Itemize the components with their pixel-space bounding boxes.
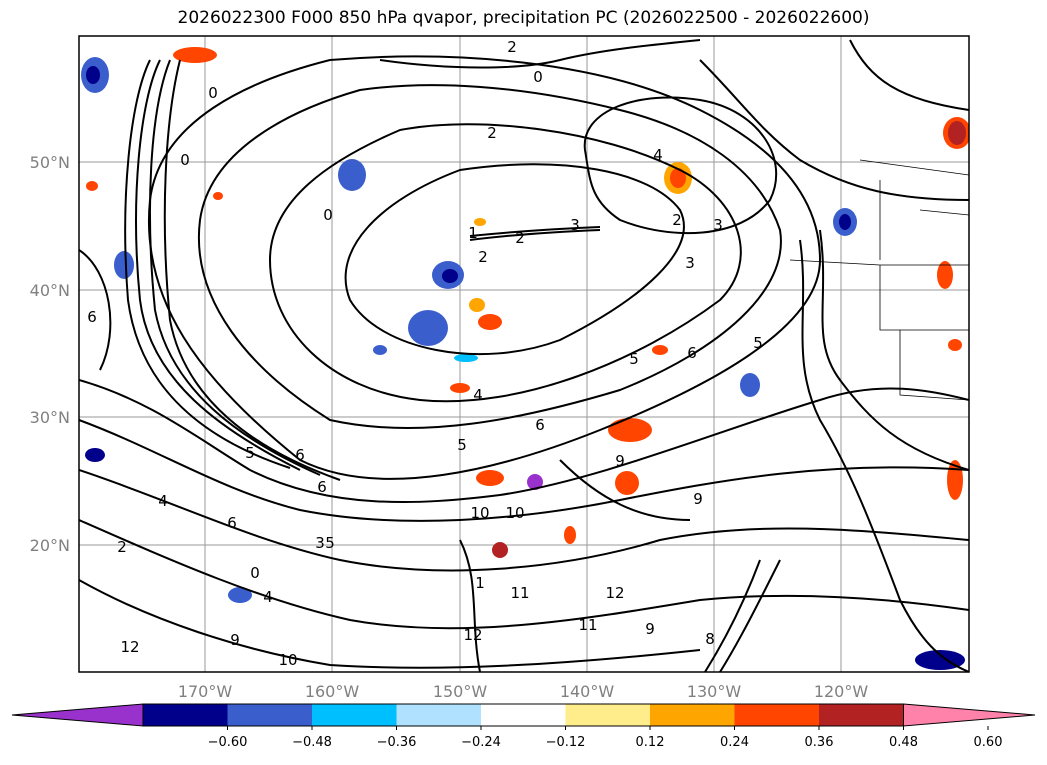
colorbar-segment — [396, 704, 481, 726]
colorbar-tick-label: −0.48 — [292, 735, 332, 750]
colorbar-extend-high — [903, 703, 1036, 727]
colorbar-segment — [734, 704, 819, 726]
contour-label: 2 — [478, 248, 488, 266]
map-content — [79, 36, 969, 672]
contour-label: 4 — [263, 588, 273, 606]
contour-label: 10 — [278, 651, 297, 669]
colorbar-tick-label: −0.60 — [208, 735, 248, 750]
colorbar-segment — [565, 704, 650, 726]
lon-label-150w: 150°W — [433, 682, 488, 701]
contour-label: 10 — [505, 504, 524, 522]
contour-label: 9 — [230, 631, 240, 649]
contour-label: 0 — [250, 564, 260, 582]
contour-label: 12 — [463, 626, 482, 644]
colorbar-tick-label: 0.12 — [636, 735, 665, 750]
lat-label-40n: 40°N — [30, 281, 70, 300]
lat-label-20n: 20°N — [30, 536, 70, 555]
map-title: 2026022300 F000 850 hPa qvapor, precipit… — [177, 8, 870, 28]
contour-label: 2 — [515, 229, 525, 247]
colorbar-tick-label: 0.36 — [805, 735, 834, 750]
longitude-labels: 170°W 160°W 150°W 140°W 130°W 120°W — [178, 682, 869, 701]
colorbar-tick-label: 0.24 — [720, 735, 749, 750]
contour-label: 0 — [208, 84, 218, 102]
lon-label-120w: 120°W — [814, 682, 869, 701]
colorbar-ticks: −0.60 −0.48 −0.36 −0.24 −0.12 0.12 0.24 0.36 0.4… — [208, 726, 1003, 750]
lat-label-30n: 30°N — [30, 408, 70, 427]
lon-label-140w: 140°W — [560, 682, 615, 701]
contour-label: 5 — [325, 534, 335, 552]
latitude-labels: 50°N 40°N 30°N 20°N — [30, 153, 70, 555]
colorbar-segment — [481, 704, 566, 726]
contour-label: 3 — [315, 534, 325, 552]
contour-label: 6 — [295, 446, 305, 464]
contour-label: 4 — [473, 386, 483, 404]
contour-label: 3 — [570, 216, 580, 234]
contour-label: 6 — [535, 416, 545, 434]
colorbar-segment — [819, 704, 904, 726]
contour-label: 2 — [507, 38, 517, 56]
colorbar-tick-label: −0.12 — [546, 735, 586, 750]
contour-label: 0 — [533, 68, 543, 86]
colorbar-tick-label: 0.60 — [974, 735, 1003, 750]
contour-label: 9 — [645, 620, 655, 638]
contour-label: 2 — [672, 211, 682, 229]
precip-shading — [81, 47, 969, 670]
colorbar-segment — [227, 704, 312, 726]
contour-label: 5 — [753, 334, 763, 352]
contour-label: 6 — [317, 478, 327, 496]
contour-label: 3 — [713, 216, 723, 234]
contour-label: 2 — [117, 538, 127, 556]
colorbar-tick-label: 0.48 — [889, 735, 918, 750]
lon-label-170w: 170°W — [178, 682, 233, 701]
contour-label: 5 — [629, 350, 639, 368]
contour-label: 12 — [120, 638, 139, 656]
colorbar-tick-label: −0.36 — [377, 735, 417, 750]
contour-label: 4 — [158, 492, 168, 510]
lon-label-130w: 130°W — [687, 682, 742, 701]
contour-label: 8 — [705, 630, 715, 648]
contour-label: 11 — [510, 584, 529, 602]
contour-label: 3 — [685, 254, 695, 272]
lon-label-160w: 160°W — [305, 682, 360, 701]
contour-lines — [79, 39, 969, 672]
contour-label: 9 — [615, 452, 625, 470]
contour-label: 12 — [605, 584, 624, 602]
contour-label: 11 — [578, 616, 597, 634]
contour-label: 9 — [693, 490, 703, 508]
contour-label: 5 — [457, 436, 467, 454]
contour-label: 0 — [323, 206, 333, 224]
lat-label-50n: 50°N — [30, 153, 70, 172]
contour-label: 6 — [687, 344, 697, 362]
colorbar-segment — [143, 704, 228, 726]
colorbar — [11, 703, 1036, 727]
colorbar-outline — [142, 703, 904, 727]
contour-label: 1 — [475, 574, 485, 592]
map-frame — [78, 35, 970, 673]
contour-label: 2 — [487, 124, 497, 142]
contour-label: 10 — [470, 504, 489, 522]
colorbar-tick-label: −0.24 — [461, 735, 501, 750]
colorbar-extend-low — [11, 703, 144, 727]
contour-label: 6 — [227, 514, 237, 532]
colorbar-segment — [312, 704, 397, 726]
contour-label: 1 — [468, 224, 478, 242]
colorbar-segment — [650, 704, 735, 726]
contour-label: 0 — [180, 151, 190, 169]
contour-label: 4 — [653, 146, 663, 164]
contour-label: 6 — [87, 308, 97, 326]
contour-label: 5 — [245, 444, 255, 462]
coastlines — [789, 159, 969, 401]
